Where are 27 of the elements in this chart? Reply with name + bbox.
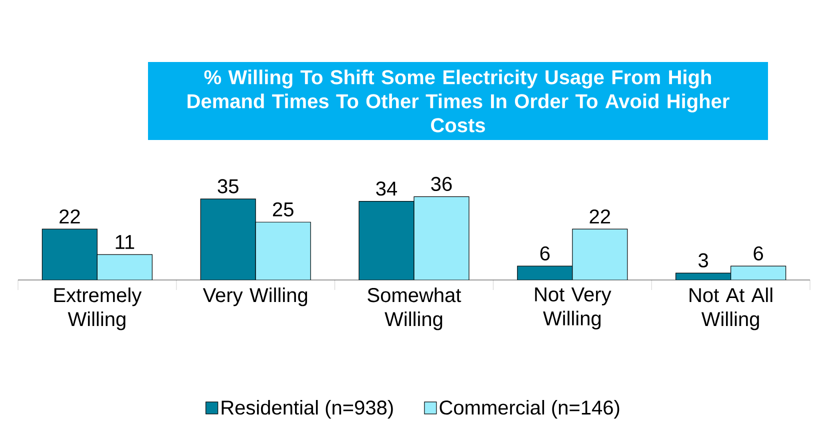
x-tick-label: Not At All Willing (690, 288, 772, 330)
bar (97, 254, 152, 280)
chart-title: % Willing To Shift Some Electricity Usage From High Demand Times To Other Times In Order To Avoid Higher Costs (188, 70, 730, 132)
legend-label: Residential (n=938) (222, 400, 393, 419)
data-label: 22 (590, 209, 610, 224)
data-label: 6 (754, 246, 763, 260)
x-tick-label: Extremely Willing (54, 288, 142, 330)
data-label: 22 (60, 209, 80, 224)
bar (572, 229, 628, 280)
data-label: 35 (218, 179, 238, 194)
data-label: 6 (540, 246, 550, 260)
bar (256, 222, 311, 280)
bar (359, 201, 414, 280)
x-tick-label: Very Willing (202, 288, 308, 306)
bar (414, 196, 470, 280)
bar (517, 266, 572, 280)
legend-label: Commercial (n=146) (440, 400, 620, 419)
bar (730, 266, 786, 280)
x-tick-label: Not Very Willing (535, 288, 612, 330)
data-label: 36 (431, 176, 452, 192)
data-label: 34 (376, 182, 398, 196)
bar (200, 198, 256, 280)
bar (42, 229, 98, 280)
data-label: 25 (272, 202, 294, 216)
data-label: 3 (698, 253, 708, 268)
x-tick-label: Somewhat Willing (368, 288, 462, 330)
data-label: 11 (116, 235, 134, 249)
